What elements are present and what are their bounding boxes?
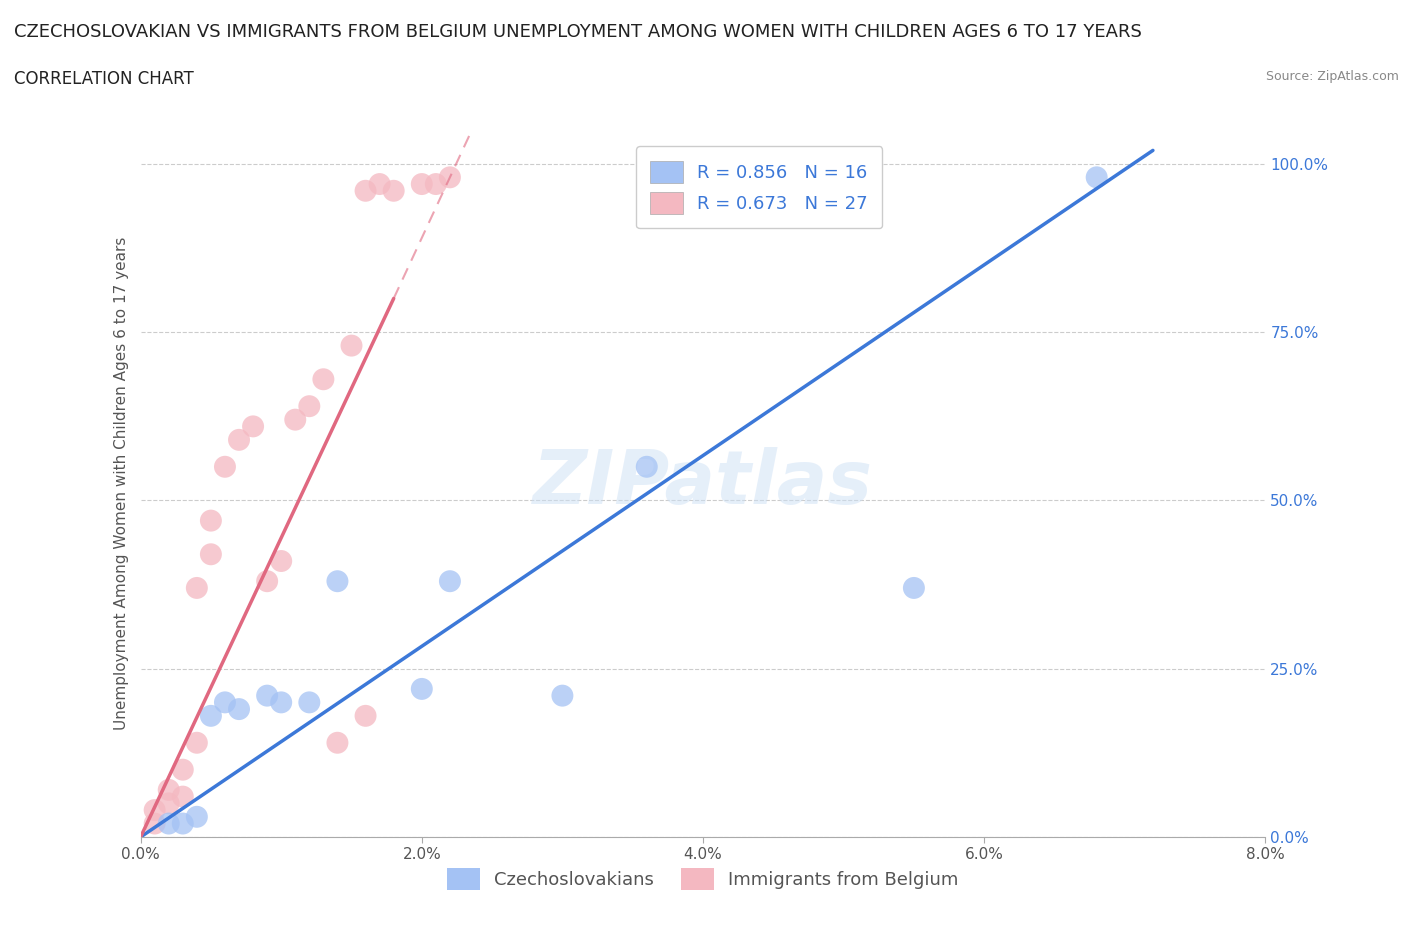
Point xyxy=(298,695,321,710)
Y-axis label: Unemployment Among Women with Children Ages 6 to 17 years: Unemployment Among Women with Children A… xyxy=(114,237,129,730)
Point xyxy=(186,580,208,595)
Point xyxy=(242,418,264,433)
Point xyxy=(143,803,166,817)
Point xyxy=(228,701,250,716)
Point xyxy=(326,574,349,589)
Point xyxy=(200,709,222,724)
Point xyxy=(270,553,292,568)
Point xyxy=(368,177,391,192)
Point xyxy=(411,682,433,697)
Point xyxy=(382,183,405,198)
Point xyxy=(354,183,377,198)
Point xyxy=(354,709,377,724)
Point xyxy=(157,817,180,831)
Point xyxy=(270,695,292,710)
Text: CZECHOSLOVAKIAN VS IMMIGRANTS FROM BELGIUM UNEMPLOYMENT AMONG WOMEN WITH CHILDRE: CZECHOSLOVAKIAN VS IMMIGRANTS FROM BELGI… xyxy=(14,23,1142,41)
Point xyxy=(200,547,222,562)
Point xyxy=(340,339,363,353)
Point xyxy=(172,790,194,804)
Point xyxy=(411,177,433,192)
Point xyxy=(326,736,349,751)
Point xyxy=(228,432,250,447)
Point xyxy=(636,459,658,474)
Point xyxy=(256,574,278,589)
Point xyxy=(214,695,236,710)
Legend: Czechoslovakians, Immigrants from Belgium: Czechoslovakians, Immigrants from Belgiu… xyxy=(439,858,967,898)
Text: ZIPatlas: ZIPatlas xyxy=(533,447,873,520)
Text: Source: ZipAtlas.com: Source: ZipAtlas.com xyxy=(1265,70,1399,83)
Point xyxy=(214,459,236,474)
Point xyxy=(172,817,194,831)
Text: CORRELATION CHART: CORRELATION CHART xyxy=(14,70,194,87)
Point xyxy=(551,688,574,703)
Point xyxy=(312,372,335,387)
Point xyxy=(439,574,461,589)
Point xyxy=(143,817,166,831)
Point xyxy=(186,736,208,751)
Point xyxy=(439,170,461,185)
Point xyxy=(172,763,194,777)
Point xyxy=(298,399,321,414)
Point xyxy=(425,177,447,192)
Point xyxy=(200,513,222,528)
Point xyxy=(903,580,925,595)
Point xyxy=(157,782,180,797)
Point xyxy=(1085,170,1108,185)
Point xyxy=(157,796,180,811)
Point xyxy=(186,809,208,824)
Point xyxy=(256,688,278,703)
Point xyxy=(284,412,307,427)
